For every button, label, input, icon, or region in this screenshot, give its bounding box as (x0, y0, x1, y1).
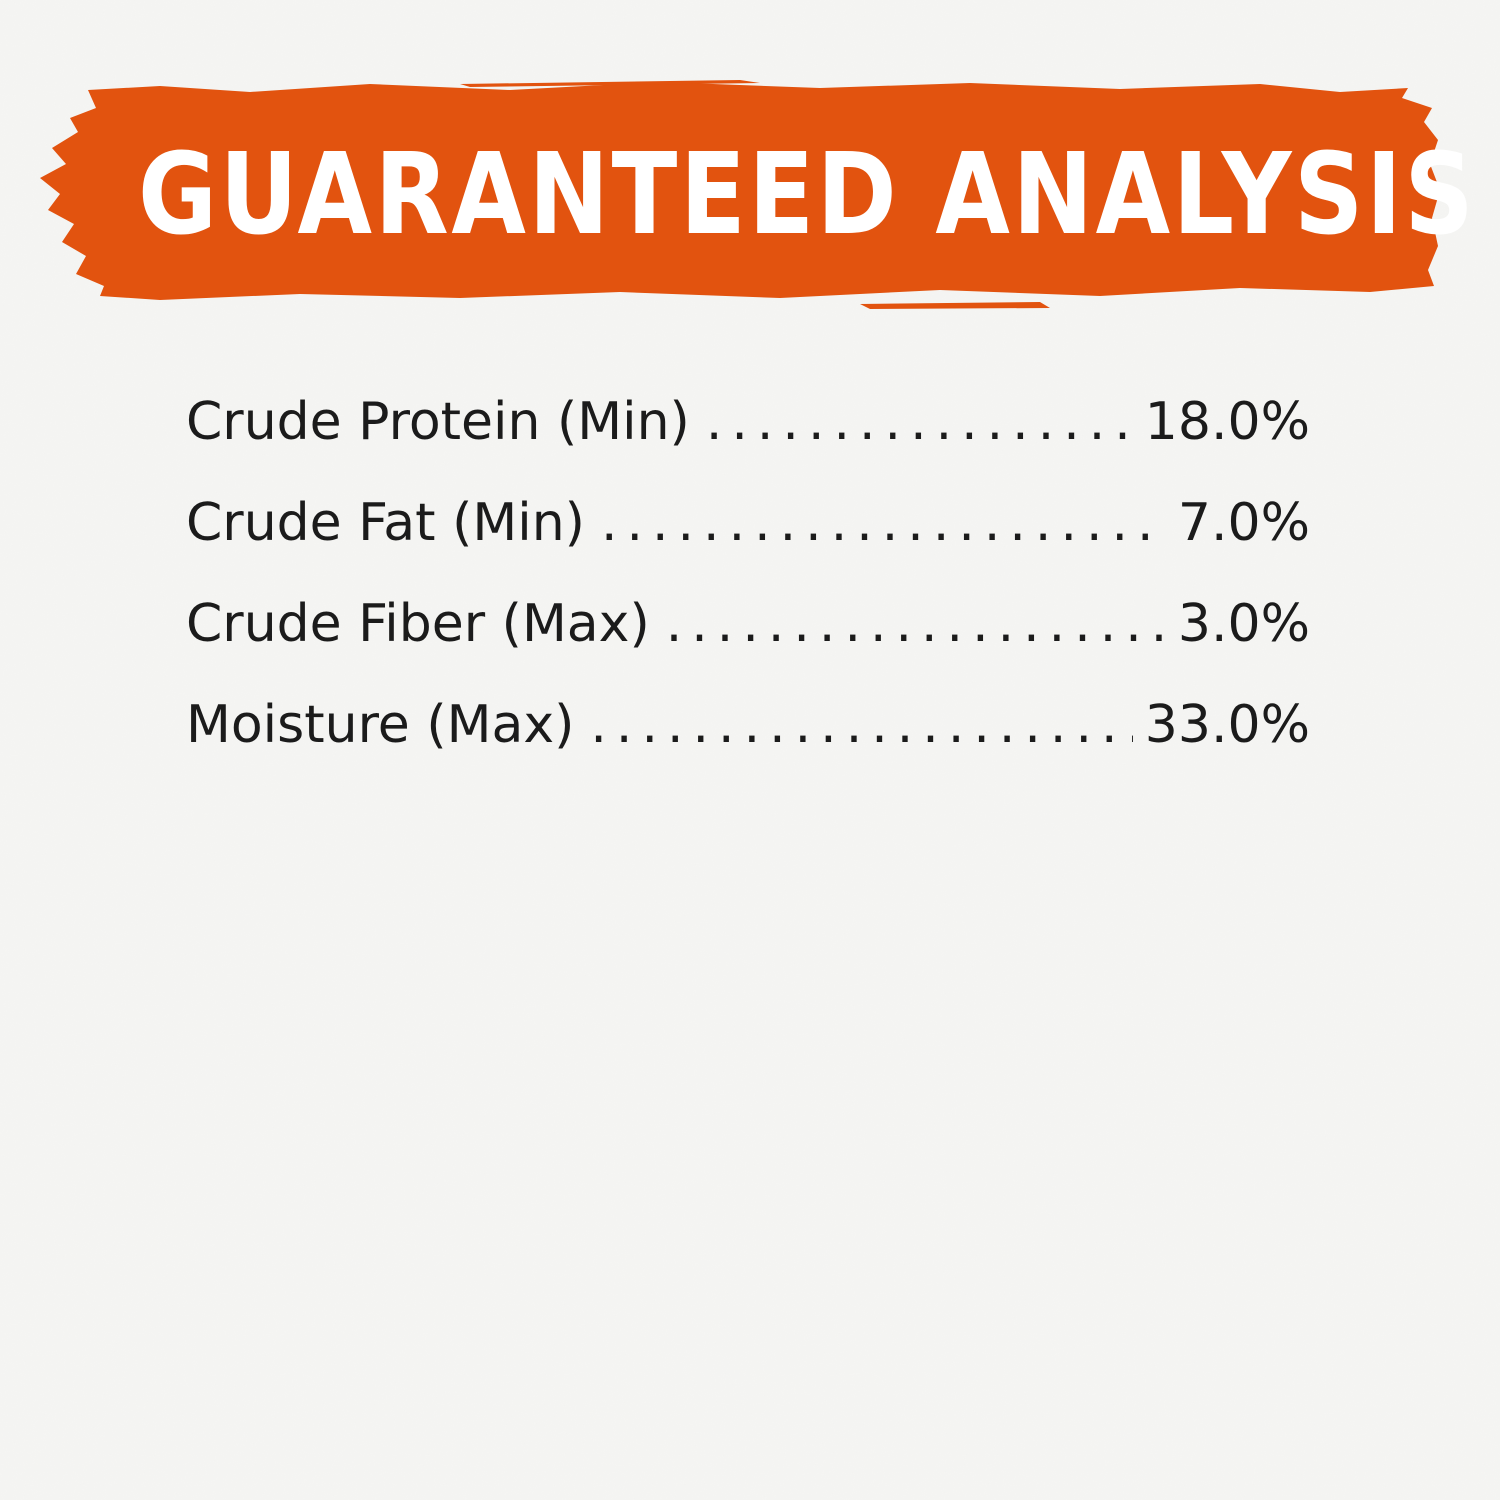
analysis-row-value: 3.0% (1177, 594, 1310, 654)
analysis-row-label: Crude Fiber (Max) (186, 594, 650, 654)
analysis-row-label: Moisture (Max) (186, 695, 575, 755)
brush-stroke-wisp-top (460, 80, 760, 87)
brush-stroke-wisp-bottom (860, 302, 1050, 309)
banner-title: GUARANTEED ANALYSIS (138, 130, 1477, 260)
dot-leader: ........................................… (705, 392, 1133, 452)
analysis-row-value: 7.0% (1177, 493, 1310, 553)
dot-leader: ........................................… (600, 493, 1166, 553)
dot-leader: ........................................… (590, 695, 1133, 755)
analysis-row-crude-fat: Crude Fat (Min) ........................… (186, 483, 1310, 584)
analysis-row-label: Crude Fat (Min) (186, 493, 585, 553)
analysis-row-label: Crude Protein (Min) (186, 392, 690, 452)
analysis-row-crude-fiber: Crude Fiber (Max) ......................… (186, 584, 1310, 685)
brush-stroke-shape (40, 80, 1440, 309)
title-banner: GUARANTEED ANALYSIS (40, 78, 1477, 318)
analysis-row-crude-protein: Crude Protein (Min) ....................… (186, 382, 1310, 483)
guaranteed-analysis-list: Crude Protein (Min) ....................… (186, 382, 1310, 786)
analysis-row-value: 18.0% (1144, 392, 1310, 452)
brush-stroke-fill (40, 82, 1440, 300)
analysis-row-value: 33.0% (1144, 695, 1310, 755)
analysis-row-moisture: Moisture (Max) .........................… (186, 685, 1310, 786)
dot-leader: ........................................… (665, 594, 1166, 654)
